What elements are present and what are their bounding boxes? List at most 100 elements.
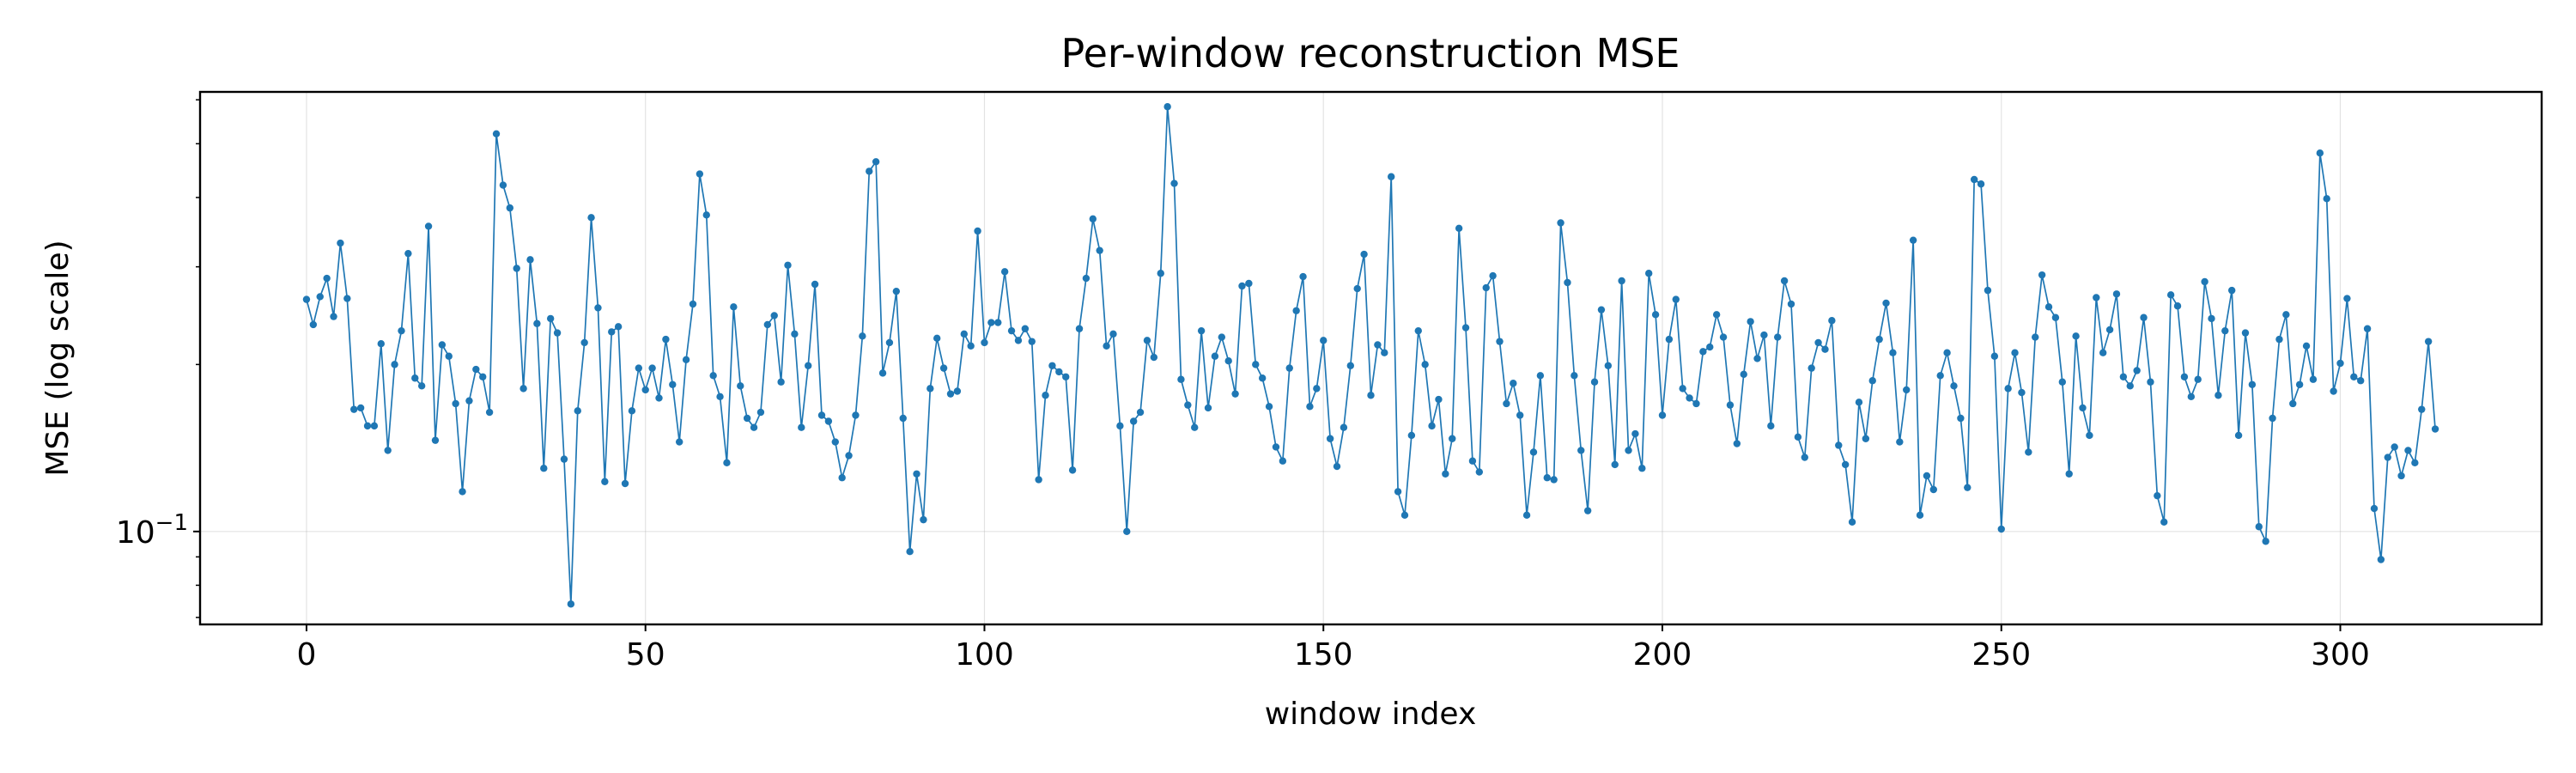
data-point bbox=[2289, 399, 2297, 408]
data-point bbox=[2173, 302, 2182, 310]
data-point bbox=[1374, 341, 1382, 349]
data-point bbox=[1522, 511, 1531, 520]
data-point bbox=[526, 256, 534, 264]
data-point bbox=[459, 488, 466, 496]
data-point bbox=[2234, 431, 2243, 440]
data-point bbox=[1529, 448, 1538, 456]
data-point bbox=[492, 130, 501, 137]
data-point bbox=[1116, 422, 1124, 430]
data-point bbox=[363, 422, 372, 430]
data-point bbox=[519, 385, 527, 393]
data-point bbox=[662, 335, 670, 344]
data-point bbox=[1903, 386, 1911, 394]
data-point bbox=[1726, 401, 1735, 409]
data-point bbox=[601, 478, 609, 485]
data-point bbox=[1712, 311, 1721, 319]
data-point bbox=[2093, 294, 2100, 301]
data-point bbox=[560, 455, 568, 463]
data-point bbox=[2160, 518, 2168, 526]
data-point bbox=[417, 382, 426, 390]
data-point bbox=[499, 181, 507, 189]
data-point bbox=[1747, 318, 1754, 326]
data-point bbox=[337, 239, 344, 247]
data-point bbox=[438, 341, 447, 349]
data-point bbox=[1970, 175, 1978, 184]
data-point bbox=[1204, 404, 1212, 412]
data-point bbox=[1089, 215, 1097, 223]
data-point bbox=[2363, 325, 2372, 332]
data-point bbox=[1564, 278, 1571, 287]
data-point bbox=[1136, 408, 1145, 417]
data-point bbox=[1977, 180, 1985, 188]
data-point bbox=[1000, 268, 1009, 276]
data-point bbox=[1197, 326, 1206, 335]
data-point bbox=[2004, 385, 2012, 393]
data-point bbox=[2147, 378, 2154, 386]
data-point bbox=[831, 438, 839, 446]
x-axis-ticks: 0 50 100 150 200 250 300 bbox=[297, 624, 2370, 673]
data-point bbox=[1400, 511, 1409, 520]
data-point bbox=[1482, 283, 1490, 292]
data-point bbox=[1055, 368, 1063, 376]
data-point bbox=[933, 334, 941, 343]
data-point bbox=[1706, 343, 1714, 351]
data-point bbox=[682, 356, 690, 364]
data-point bbox=[553, 329, 562, 337]
data-point bbox=[465, 397, 473, 405]
data-point bbox=[1631, 429, 1639, 438]
data-point bbox=[445, 352, 453, 360]
data-point bbox=[594, 304, 602, 312]
data-point bbox=[669, 380, 677, 388]
data-point bbox=[2126, 382, 2134, 390]
data-point bbox=[2227, 286, 2236, 295]
data-point bbox=[1496, 338, 1504, 345]
data-point bbox=[784, 261, 792, 269]
data-point bbox=[1265, 403, 1273, 411]
data-point bbox=[859, 332, 866, 340]
data-point bbox=[1346, 362, 1355, 369]
data-point bbox=[2275, 335, 2283, 344]
data-point bbox=[1645, 270, 1653, 277]
data-point bbox=[587, 214, 595, 222]
data-point bbox=[1760, 331, 1768, 339]
data-point bbox=[1245, 279, 1253, 288]
data-point bbox=[2384, 453, 2391, 461]
data-point bbox=[2397, 472, 2405, 480]
data-point bbox=[2201, 277, 2208, 286]
series-line bbox=[306, 106, 2436, 606]
data-point bbox=[1719, 333, 1728, 341]
y-axis-label: MSE (log scale) bbox=[40, 240, 76, 476]
data-point bbox=[2295, 380, 2304, 388]
data-point bbox=[1428, 422, 1436, 430]
data-point bbox=[817, 411, 826, 419]
x-tick-label: 200 bbox=[1633, 637, 1692, 673]
data-point bbox=[2391, 443, 2398, 451]
data-point bbox=[1353, 284, 1361, 293]
series-points-layer bbox=[302, 103, 2439, 608]
data-point bbox=[1489, 271, 1497, 280]
data-point bbox=[1821, 345, 1829, 353]
data-point bbox=[1075, 325, 1084, 332]
data-point bbox=[370, 422, 379, 430]
data-point bbox=[1916, 511, 1924, 520]
data-point bbox=[1672, 295, 1680, 303]
data-point bbox=[1807, 364, 1815, 372]
data-point bbox=[384, 447, 392, 454]
data-point bbox=[1597, 306, 1606, 313]
data-point bbox=[702, 211, 710, 219]
data-point bbox=[533, 320, 541, 327]
y-axis-ticks: 10−1 bbox=[116, 99, 200, 618]
data-point bbox=[2302, 342, 2311, 350]
data-point bbox=[1333, 462, 1341, 471]
data-point bbox=[885, 338, 894, 347]
data-point bbox=[1320, 337, 1327, 344]
data-point bbox=[730, 303, 738, 311]
data-point bbox=[927, 385, 934, 393]
data-point bbox=[2099, 349, 2107, 356]
data-point bbox=[1191, 423, 1199, 431]
chart-title: Per-window reconstruction MSE bbox=[1061, 30, 1680, 76]
data-point bbox=[635, 364, 643, 372]
data-point bbox=[1862, 435, 1870, 442]
data-point bbox=[1638, 465, 1646, 472]
data-point bbox=[1828, 317, 1836, 325]
